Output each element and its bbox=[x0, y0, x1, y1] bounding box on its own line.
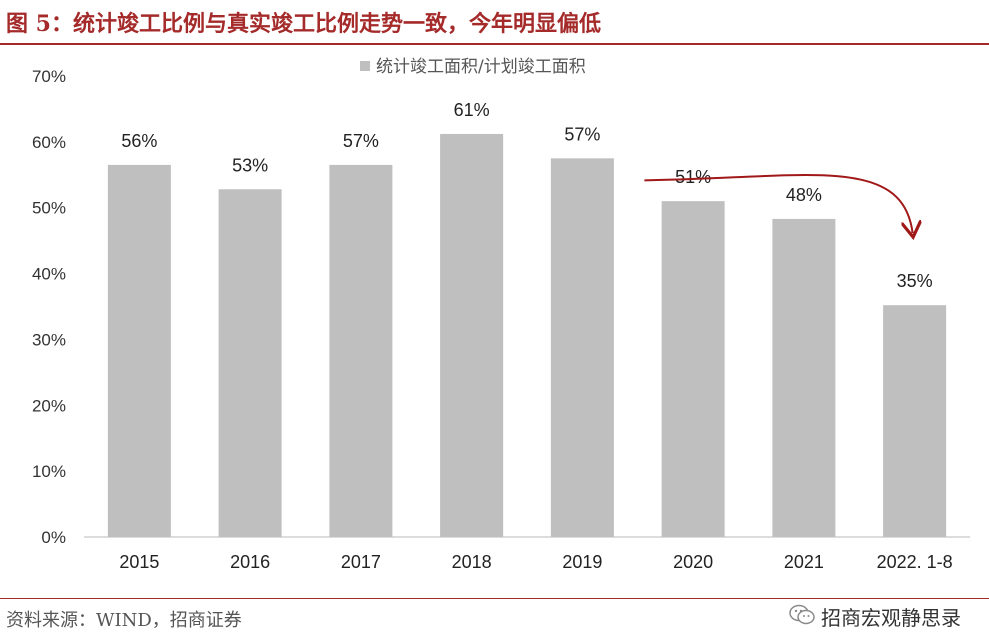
x-tick-label: 2017 bbox=[341, 552, 381, 572]
legend-label: 统计竣工面积/计划竣工面积 bbox=[376, 57, 586, 77]
y-tick-label: 40% bbox=[32, 265, 66, 284]
x-tick-label: 2016 bbox=[230, 552, 270, 572]
y-tick-label: 0% bbox=[41, 528, 66, 547]
source-note: 资料来源：WIND，招商证券 bbox=[6, 610, 242, 631]
bar bbox=[329, 164, 393, 537]
bar-chart: 0% 10% 20% 30% 40% 50% 60% 70% 56% 2015 53% 2016 57%… bbox=[32, 57, 970, 572]
bar bbox=[218, 189, 282, 537]
y-tick-label: 30% bbox=[32, 330, 66, 349]
data-label: 51% bbox=[675, 167, 711, 187]
wechat-icon bbox=[789, 604, 815, 630]
data-label: 61% bbox=[454, 100, 490, 120]
x-tick-label: 2018 bbox=[452, 552, 492, 572]
data-label: 57% bbox=[564, 124, 600, 144]
footer-divider bbox=[0, 598, 989, 599]
data-label: 53% bbox=[232, 155, 268, 175]
bar bbox=[661, 201, 725, 537]
bar bbox=[772, 218, 836, 537]
y-tick-label: 50% bbox=[32, 199, 66, 218]
x-tick-label: 2015 bbox=[119, 552, 159, 572]
x-tick-label: 2022. 1-8 bbox=[877, 552, 953, 572]
bar bbox=[107, 164, 171, 537]
y-tick-label: 20% bbox=[32, 396, 66, 415]
legend-swatch bbox=[360, 61, 370, 71]
title-divider bbox=[0, 43, 989, 45]
y-tick-label: 60% bbox=[32, 133, 66, 152]
title-bar: 图 5：统计竣工比例与真实竣工比例走势一致，今年明显偏低 bbox=[0, 0, 989, 45]
data-label: 48% bbox=[786, 185, 822, 205]
bar bbox=[883, 305, 947, 537]
y-tick-label: 70% bbox=[32, 67, 66, 86]
brand-watermark: 招商宏观静思录 bbox=[789, 602, 961, 631]
footer: 资料来源：WIND，招商证券 招商宏观静思录 bbox=[0, 596, 989, 644]
chart-area: 0% 10% 20% 30% 40% 50% 60% 70% 56% 2015 53% 2016 57%… bbox=[0, 46, 989, 596]
y-tick-label: 10% bbox=[32, 462, 66, 481]
data-label: 35% bbox=[897, 271, 933, 291]
x-tick-label: 2021 bbox=[784, 552, 824, 572]
data-label: 57% bbox=[343, 131, 379, 151]
chart-title: 图 5：统计竣工比例与真实竣工比例走势一致，今年明显偏低 bbox=[6, 11, 601, 37]
brand-name: 招商宏观静思录 bbox=[821, 606, 961, 630]
bar bbox=[550, 158, 614, 538]
bar bbox=[440, 133, 504, 537]
data-label: 56% bbox=[121, 131, 157, 151]
trend-arrow bbox=[644, 174, 912, 233]
x-tick-label: 2020 bbox=[673, 552, 713, 572]
x-tick-label: 2019 bbox=[562, 552, 602, 572]
